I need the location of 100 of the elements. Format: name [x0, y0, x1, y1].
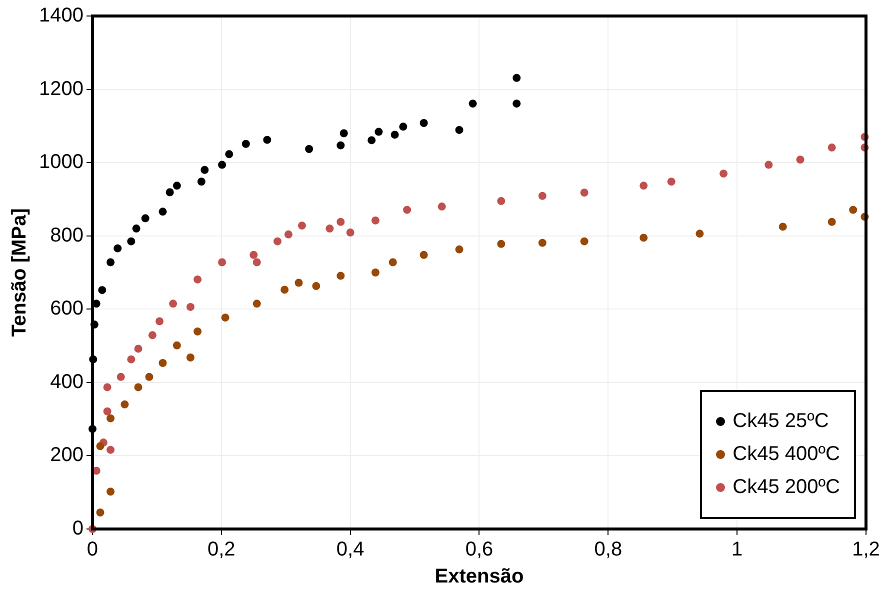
point: [538, 192, 546, 200]
point: [667, 178, 676, 186]
point: [312, 282, 320, 290]
point: [106, 414, 115, 422]
point: [280, 286, 289, 294]
point: [640, 182, 648, 190]
point: [120, 400, 129, 408]
point: [148, 331, 156, 340]
y-tick-label: 1000: [38, 151, 84, 174]
point: [580, 188, 588, 197]
legend-label: Ck45 400ºC: [732, 443, 840, 466]
point: [828, 144, 836, 152]
point: [172, 182, 181, 190]
point: [98, 286, 106, 294]
point: [696, 230, 704, 238]
point: [512, 100, 521, 108]
point: [252, 300, 261, 308]
point: [374, 128, 383, 136]
point: [158, 359, 167, 368]
y-tick-label: 0: [72, 518, 84, 540]
point: [96, 442, 104, 450]
point: [166, 188, 174, 196]
point: [242, 140, 250, 148]
x-tick-label: 1: [732, 538, 743, 561]
point: [305, 145, 314, 154]
y-axis-title: Tensão [MPa]: [8, 208, 31, 337]
point: [438, 202, 446, 211]
x-tick-label: 1,2: [852, 538, 880, 561]
point: [497, 240, 506, 248]
point: [132, 224, 140, 233]
y-tick-label: 600: [50, 298, 84, 320]
point: [145, 372, 154, 381]
point: [336, 218, 345, 226]
point: [156, 317, 164, 326]
point: [250, 250, 258, 259]
point: [849, 206, 858, 214]
point: [284, 230, 292, 238]
x-tick-label: 0,4: [336, 538, 364, 561]
y-tick-label: 800: [50, 224, 84, 246]
x-tick-label: 0: [86, 538, 98, 561]
point: [221, 314, 230, 322]
point: [455, 126, 464, 134]
legend-label: Ck45 25ºC: [732, 410, 829, 433]
point: [346, 228, 354, 237]
x-tick-label: 0,6: [465, 538, 494, 561]
point: [512, 74, 521, 82]
point: [218, 160, 226, 169]
point: [778, 222, 787, 231]
point: [106, 446, 115, 454]
point: [106, 258, 115, 266]
point: [390, 130, 399, 139]
point: [186, 302, 194, 311]
point: [114, 244, 122, 252]
point: [106, 488, 115, 496]
point: [420, 118, 428, 127]
point: [169, 300, 178, 308]
point: [273, 237, 282, 246]
point: [172, 341, 181, 350]
point: [538, 238, 546, 247]
y-tick-label: 400: [50, 370, 84, 393]
point: [455, 245, 464, 254]
point: [186, 354, 194, 362]
point: [403, 206, 412, 214]
point: [103, 383, 112, 392]
point: [371, 216, 380, 224]
point: [134, 383, 142, 392]
point: [263, 136, 272, 144]
point: [116, 372, 125, 381]
point: [141, 214, 150, 222]
point: [640, 234, 648, 242]
x-tick-label: 0,8: [594, 538, 622, 561]
point: [96, 508, 104, 517]
point: [368, 136, 376, 144]
point: [252, 258, 261, 266]
point: [103, 407, 112, 416]
point: [720, 170, 728, 178]
y-tick-label: 1400: [38, 4, 84, 27]
point: [580, 237, 588, 246]
x-axis-title: Extensão: [434, 566, 524, 588]
point: [218, 258, 226, 266]
point: [468, 100, 477, 108]
point: [796, 156, 804, 164]
point: [134, 344, 142, 353]
point: [371, 268, 380, 276]
point: [194, 327, 202, 336]
point: [326, 224, 334, 233]
point: [158, 208, 167, 216]
point: [764, 160, 773, 169]
point: [197, 178, 206, 186]
point: [336, 272, 345, 280]
point: [127, 355, 136, 364]
point: [225, 150, 234, 158]
point: [388, 258, 397, 266]
point: [399, 122, 408, 131]
y-tick-label: 200: [50, 444, 84, 466]
point: [298, 222, 306, 230]
point: [420, 250, 428, 259]
point: [194, 275, 202, 284]
point: [340, 129, 348, 138]
y-tick-label: 1200: [38, 78, 84, 100]
